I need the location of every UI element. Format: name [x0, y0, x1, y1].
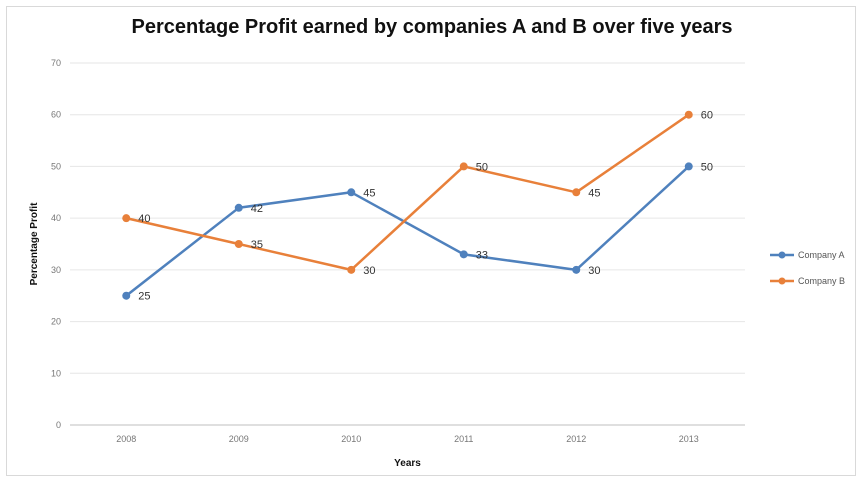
data-label: 45 [588, 187, 600, 199]
data-label: 33 [476, 249, 488, 261]
y-axis-title: Percentage Profit [29, 202, 40, 285]
x-tick-label: 2013 [679, 434, 699, 444]
series-line-1 [125, 165, 690, 297]
y-tick-label: 30 [51, 265, 61, 275]
data-label: 25 [138, 291, 150, 303]
x-tick-label: 2012 [566, 434, 586, 444]
x-tick-label: 2010 [341, 434, 361, 444]
x-tick-label: 2011 [454, 434, 473, 444]
series-points [122, 110, 693, 300]
legend: Company A Company B [770, 250, 845, 286]
y-tick-label: 60 [51, 110, 61, 120]
series-line-2 [125, 113, 690, 272]
data-label: 50 [701, 161, 713, 173]
data-point [572, 265, 581, 274]
legend-swatch-marker [778, 251, 786, 259]
y-tick-label: 20 [51, 317, 61, 327]
x-axis-ticks: 2008 2009 2010 2011 2012 2013 [116, 434, 699, 444]
data-label: 45 [363, 187, 375, 199]
data-point [572, 188, 581, 197]
y-tick-label: 40 [51, 213, 61, 223]
y-tick-label: 0 [56, 420, 61, 430]
data-point [347, 188, 356, 197]
data-point [122, 291, 131, 300]
data-point [684, 110, 693, 119]
series-lines [125, 113, 690, 297]
data-label: 40 [138, 213, 150, 225]
data-label: 60 [701, 110, 713, 122]
data-label: 42 [251, 203, 263, 215]
x-axis-title: Years [394, 458, 421, 469]
chart-title: Percentage Profit earned by companies A … [131, 16, 733, 38]
data-point [234, 203, 243, 212]
data-point [459, 250, 468, 259]
x-tick-label: 2009 [229, 434, 249, 444]
data-point [122, 214, 131, 223]
x-tick-label: 2008 [116, 434, 136, 444]
data-label: 30 [363, 265, 375, 277]
legend-swatch-marker [778, 277, 786, 285]
legend-label: Company B [798, 276, 845, 286]
data-label: 35 [251, 239, 263, 251]
data-labels: 25 42 45 33 30 50 40 35 30 50 45 60 [138, 110, 713, 303]
data-label: 30 [588, 265, 600, 277]
y-tick-label: 50 [51, 161, 61, 171]
y-tick-label: 70 [51, 58, 61, 68]
y-axis-ticks: 0 10 20 30 40 50 60 70 [51, 58, 61, 430]
data-point [459, 162, 468, 171]
data-point [347, 265, 356, 274]
legend-label: Company A [798, 250, 845, 260]
data-point [684, 162, 693, 171]
chart-frame [6, 6, 856, 476]
data-label: 50 [476, 161, 488, 173]
y-tick-label: 10 [51, 368, 61, 378]
data-point [234, 240, 243, 248]
